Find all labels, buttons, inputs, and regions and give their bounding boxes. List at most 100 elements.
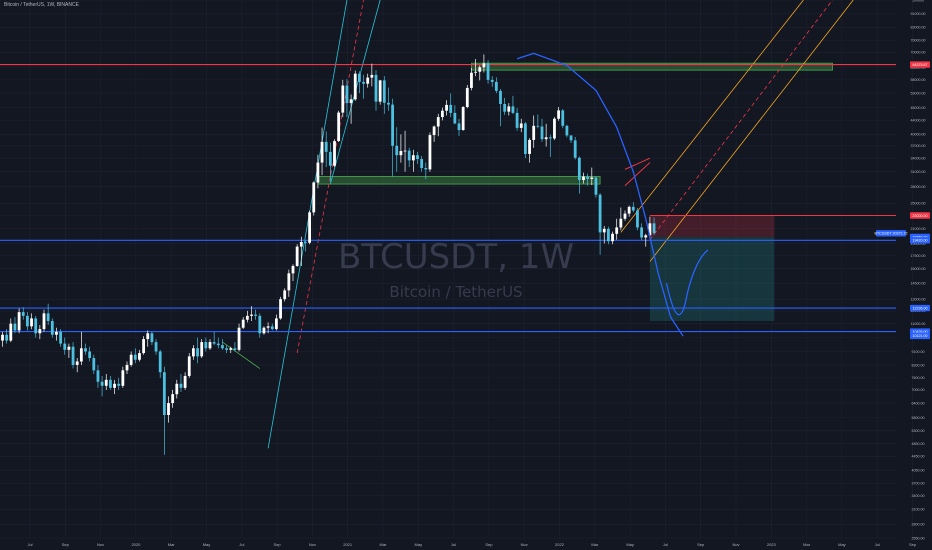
candle-body [490, 79, 494, 82]
candle-body [598, 194, 602, 233]
candle-body [366, 77, 370, 84]
price-tag-label: 10426.00 [913, 330, 928, 334]
candles-layer [1, 54, 656, 455]
candle-body [254, 314, 258, 316]
candle-body [453, 112, 457, 124]
target-zone [649, 236, 775, 322]
price-tag-label: 64375.67 [913, 63, 928, 67]
candle-body [627, 206, 631, 214]
x-tick-label: May [203, 542, 211, 547]
candle-body [196, 348, 199, 357]
y-tick-label: 17500.00 [911, 254, 926, 258]
y-tick-label: 25000.00 [911, 202, 926, 206]
candle-body [96, 370, 100, 382]
y-tick-label: 3400.00 [912, 494, 925, 498]
candle-body [428, 135, 432, 170]
candle-body [403, 150, 407, 152]
stop-zone [649, 215, 775, 237]
candle-body [358, 73, 361, 82]
y-tick-label: 14500.00 [911, 281, 926, 285]
y-tick-label: 19000.00 [911, 242, 926, 246]
candle-body [378, 80, 382, 102]
candle-body [67, 346, 71, 350]
candle-body [586, 176, 590, 180]
x-tick-label: 2020 [131, 542, 141, 547]
candle-body [100, 381, 104, 386]
x-tick-label: Jul [875, 542, 880, 547]
candle-body [150, 333, 154, 343]
candle-body [499, 90, 502, 105]
green-zone-top [471, 62, 833, 71]
candle-body [445, 104, 448, 111]
x-tick-label: Mar [380, 542, 388, 547]
price-tag-label: 10121.00 [913, 334, 928, 338]
candle-body [652, 223, 656, 234]
channel-orange-lower [649, 0, 854, 262]
candle-body [441, 110, 444, 118]
candle-body [511, 106, 515, 113]
candle-body [158, 351, 162, 373]
candle-body [216, 343, 220, 346]
candle-body [171, 394, 175, 404]
price-tag [910, 304, 930, 312]
candle-body [270, 326, 274, 330]
candle-body [212, 342, 216, 344]
candle-body [631, 206, 635, 211]
candle-body [540, 126, 544, 140]
candle-body [411, 155, 415, 161]
breakdown-red-lower [624, 162, 651, 186]
candle-body [229, 348, 233, 350]
y-tick-label: 7000.00 [912, 388, 925, 392]
candle-body [424, 167, 428, 170]
price-tag [910, 212, 930, 219]
wedge-green [222, 341, 261, 369]
x-tick-label: Mar [591, 542, 599, 547]
candle-body [299, 241, 303, 247]
x-tick-label: Sep [485, 542, 493, 547]
candle-body [13, 323, 17, 331]
y-tick-label: 4450.00 [912, 455, 925, 459]
candle-body [623, 213, 627, 219]
x-tick-label: Nov [732, 542, 739, 547]
candle-body [233, 348, 237, 350]
candle-body [200, 342, 204, 357]
candle-body [316, 162, 320, 183]
candle-body [548, 137, 552, 139]
candle-body [142, 339, 145, 354]
candle-body [84, 348, 87, 352]
candle-body [432, 126, 436, 136]
candle-body [17, 312, 21, 331]
y-tick-label: 13000.00 [911, 297, 926, 301]
y-tick-label: 76000.00 [911, 39, 926, 43]
candle-body [30, 318, 33, 327]
candle-body [536, 125, 540, 127]
candle-body [569, 135, 573, 141]
candle-body [387, 102, 390, 105]
time-axis[interactable]: Jul Sep Nov 2020 Mar May Jul Sep Nov 2021 Mar May Ju… [27, 542, 916, 547]
y-tick-label: 48000.00 [911, 106, 926, 110]
y-tick-label: 4850.00 [912, 442, 925, 446]
candle-body [370, 74, 374, 78]
candle-body [262, 327, 266, 334]
x-tick-label: May [415, 542, 423, 547]
candle-body [532, 125, 536, 140]
candle-body [503, 104, 507, 112]
candle-body [312, 182, 316, 213]
candle-body [362, 81, 365, 84]
y-tick-label: 40000.00 [911, 133, 926, 137]
candle-body [187, 356, 191, 376]
candle-body [349, 99, 353, 104]
candle-body [486, 63, 490, 80]
candle-body [611, 233, 614, 242]
price-tag [910, 237, 930, 244]
y-tick-label: 6400.00 [912, 401, 925, 405]
horizontal-levels [0, 64, 896, 333]
candle-body [557, 110, 560, 119]
x-tick-label: Mar [168, 542, 176, 547]
candle-body [79, 348, 83, 362]
y-tick-label: 3700.00 [912, 482, 925, 486]
x-tick-label: Jul [239, 542, 244, 547]
candle-body [482, 63, 486, 68]
candle-body [275, 318, 278, 330]
